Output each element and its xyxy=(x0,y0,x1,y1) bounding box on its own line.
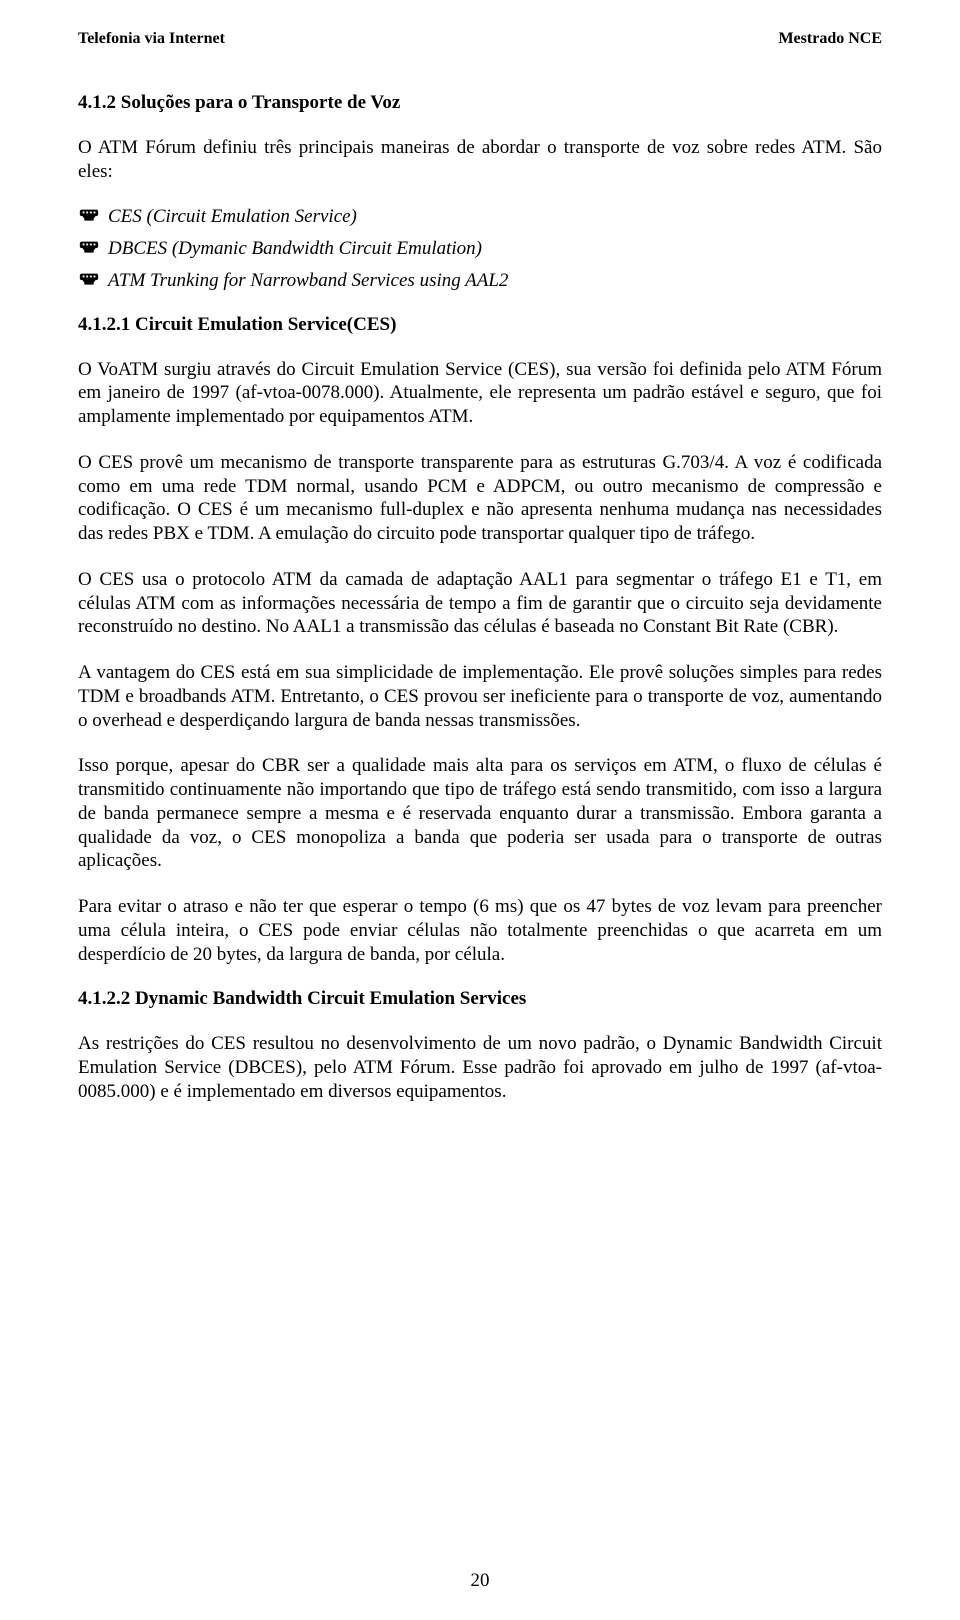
page-header: Telefonia via Internet Mestrado NCE xyxy=(78,30,882,48)
paragraph: O CES provê um mecanismo de transporte t… xyxy=(78,451,882,546)
paragraph: O ATM Fórum definiu três principais mane… xyxy=(78,136,882,184)
bullet-text: DBCES (Dymanic Bandwidth Circuit Emulati… xyxy=(108,238,482,260)
paragraph: Para evitar o atraso e não ter que esper… xyxy=(78,895,882,966)
bullet-item: CES (Circuit Emulation Service) xyxy=(78,206,882,228)
bullet-item: ATM Trunking for Narrowband Services usi… xyxy=(78,270,882,292)
paragraph: Isso porque, apesar do CBR ser a qualida… xyxy=(78,754,882,873)
section-title-4121: 4.1.2.1 Circuit Emulation Service(CES) xyxy=(78,314,882,336)
paragraph: A vantagem do CES está em sua simplicida… xyxy=(78,661,882,732)
bullet-item: DBCES (Dymanic Bandwidth Circuit Emulati… xyxy=(78,238,882,260)
bullet-text: ATM Trunking for Narrowband Services usi… xyxy=(108,270,508,292)
section-title-4122: 4.1.2.2 Dynamic Bandwidth Circuit Emulat… xyxy=(78,988,882,1010)
header-left: Telefonia via Internet xyxy=(78,30,225,48)
page-number: 20 xyxy=(0,1570,960,1592)
document-page: Telefonia via Internet Mestrado NCE 4.1.… xyxy=(0,0,960,1620)
bullet-list: CES (Circuit Emulation Service) DBCES (D… xyxy=(78,206,882,292)
bullet-text: CES (Circuit Emulation Service) xyxy=(108,206,357,228)
phone-icon xyxy=(78,270,100,292)
header-right: Mestrado NCE xyxy=(778,30,882,48)
paragraph: O CES usa o protocolo ATM da camada de a… xyxy=(78,568,882,639)
phone-icon xyxy=(78,238,100,260)
paragraph: As restrições do CES resultou no desenvo… xyxy=(78,1032,882,1103)
phone-icon xyxy=(78,206,100,228)
paragraph: O VoATM surgiu através do Circuit Emulat… xyxy=(78,358,882,429)
section-title-412: 4.1.2 Soluções para o Transporte de Voz xyxy=(78,92,882,114)
